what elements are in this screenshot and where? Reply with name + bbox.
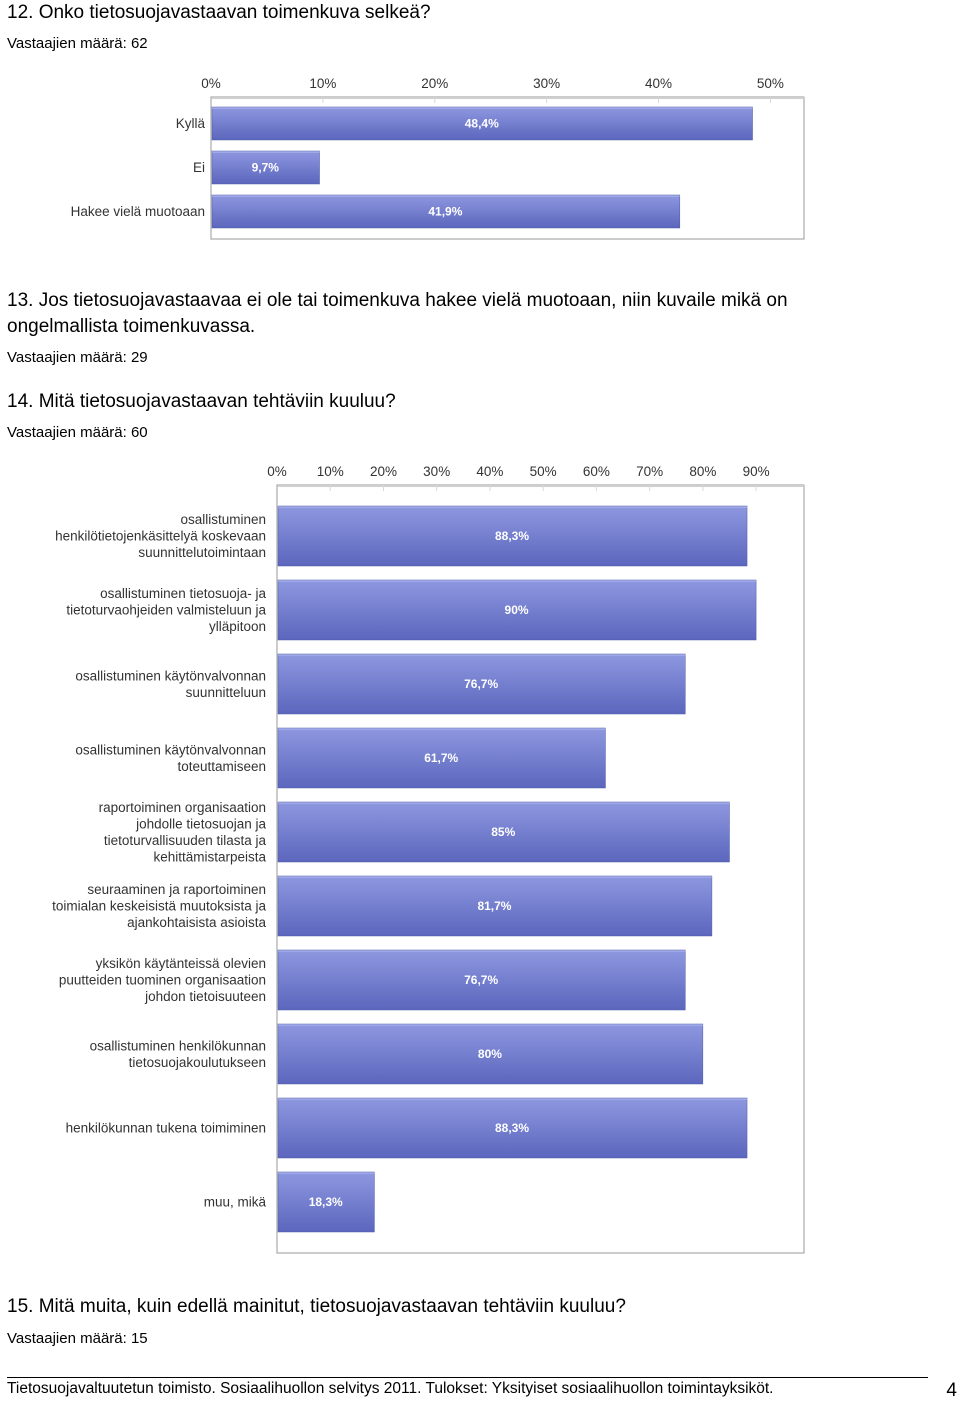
category-label: osallistuminen xyxy=(180,512,266,527)
tick-label: 0% xyxy=(267,464,287,479)
category-label: kehittämistarpeista xyxy=(153,849,266,864)
bar xyxy=(277,579,757,641)
category-label: johdolle tietosuojan ja xyxy=(135,816,266,831)
bar xyxy=(277,801,730,863)
category-label: osallistuminen tietosuoja- ja xyxy=(100,586,266,601)
page-number: 4 xyxy=(946,1380,957,1401)
data-label: 90% xyxy=(505,603,529,617)
bar xyxy=(211,150,320,185)
data-label: 41,9% xyxy=(428,205,462,219)
category-label: suunnittelutoimintaan xyxy=(138,545,266,560)
question-12-respondent-count: Vastaajien määrä: 62 xyxy=(7,35,148,52)
data-label: 9,7% xyxy=(252,161,280,175)
category-label: tietoturvallisuuden tilasta ja xyxy=(104,833,267,848)
tick-label: 50% xyxy=(757,76,784,91)
chart-q12: 0% 10% 20% 30% 40% 50% 48,4% Kyllä 9,7% Ei 41,9% Ha… xyxy=(0,68,820,246)
question-13-title-line1: 13. Jos tietosuojavastaavaa ei ole tai t… xyxy=(7,290,788,311)
chart-q14: 0% 10% 20% 30% 40% 50% 60% 70% 80% 90% 88,3% osalli… xyxy=(0,457,820,1259)
data-label: 80% xyxy=(478,1047,502,1061)
category-label: ylläpitoon xyxy=(209,619,266,634)
data-label: 61,7% xyxy=(424,751,458,765)
category-label: henkilökunnan tukena toimiminen xyxy=(66,1121,266,1136)
tick-label: 0% xyxy=(201,76,221,91)
bar xyxy=(211,106,753,141)
question-15-title: 15. Mitä muita, kuin edellä mainitut, ti… xyxy=(7,1296,626,1317)
category-label: Ei xyxy=(193,160,205,175)
bar xyxy=(277,505,748,567)
question-13-respondent-count: Vastaajien määrä: 29 xyxy=(7,349,148,366)
question-14-title: 14. Mitä tietosuojavastaavan tehtäviin k… xyxy=(7,391,396,412)
tick-label: 90% xyxy=(743,464,770,479)
bar xyxy=(277,1023,704,1085)
tick-label: 40% xyxy=(476,464,503,479)
question-15-respondent-count: Vastaajien määrä: 15 xyxy=(7,1330,148,1347)
tick-label: 40% xyxy=(645,76,672,91)
category-label: toteuttamiseen xyxy=(177,759,266,774)
category-label: raportoiminen organisaation xyxy=(99,800,266,815)
data-label: 88,3% xyxy=(495,1121,529,1135)
tick-label: 50% xyxy=(530,464,557,479)
tick-label: 70% xyxy=(636,464,663,479)
bar xyxy=(277,1171,375,1233)
category-label: osallistuminen henkilökunnan xyxy=(90,1038,266,1053)
category-label: yksikön käytänteissä olevien xyxy=(96,956,266,971)
tick-label: 20% xyxy=(370,464,397,479)
bar xyxy=(277,1097,748,1159)
tick-label: 30% xyxy=(533,76,560,91)
footer-divider xyxy=(7,1377,928,1378)
footer-text: Tietosuojavaltuutetun toimisto. Sosiaali… xyxy=(7,1380,774,1397)
tick-label: 60% xyxy=(583,464,610,479)
category-label: Kyllä xyxy=(176,116,206,131)
category-label: tietoturvaohjeiden valmisteluun ja xyxy=(66,603,266,618)
category-label: seuraaminen ja raportoiminen xyxy=(87,882,266,897)
question-12-title: 12. Onko tietosuojavastaavan toimenkuva … xyxy=(7,2,431,23)
data-label: 76,7% xyxy=(464,677,498,691)
question-13-title-line2: ongelmallista toimenkuvassa. xyxy=(7,316,256,337)
bar xyxy=(277,949,686,1011)
bar xyxy=(277,875,713,937)
tick-label: 10% xyxy=(317,464,344,479)
category-label: tietosuojakoulutukseen xyxy=(129,1055,266,1070)
data-label: 88,3% xyxy=(495,529,529,543)
data-label: 18,3% xyxy=(309,1195,343,1209)
tick-label: 20% xyxy=(421,76,448,91)
category-label: toimialan keskeisistä muutoksista ja xyxy=(52,899,266,914)
bar xyxy=(277,727,606,789)
bar xyxy=(277,653,686,715)
category-label: osallistuminen käytönvalvonnan xyxy=(75,742,266,757)
data-label: 81,7% xyxy=(477,899,511,913)
tick-label: 30% xyxy=(423,464,450,479)
tick-label: 10% xyxy=(309,76,336,91)
tick-label: 80% xyxy=(689,464,716,479)
category-label: ajankohtaisista asioista xyxy=(127,915,266,930)
category-label: johdon tietoisuuteen xyxy=(144,989,266,1004)
bar xyxy=(211,194,681,229)
category-label: Hakee vielä muotoaan xyxy=(71,204,205,219)
category-label: puutteiden tuominen organisaation xyxy=(59,973,266,988)
category-label: osallistuminen käytönvalvonnan xyxy=(75,668,266,683)
data-label: 48,4% xyxy=(465,117,499,131)
category-label: suunnitteluun xyxy=(186,685,266,700)
question-14-respondent-count: Vastaajien määrä: 60 xyxy=(7,424,148,441)
data-label: 85% xyxy=(491,825,515,839)
category-label: muu, mikä xyxy=(204,1195,267,1210)
data-label: 76,7% xyxy=(464,973,498,987)
category-label: henkilötietojenkäsittelyä koskevaan xyxy=(55,529,266,544)
